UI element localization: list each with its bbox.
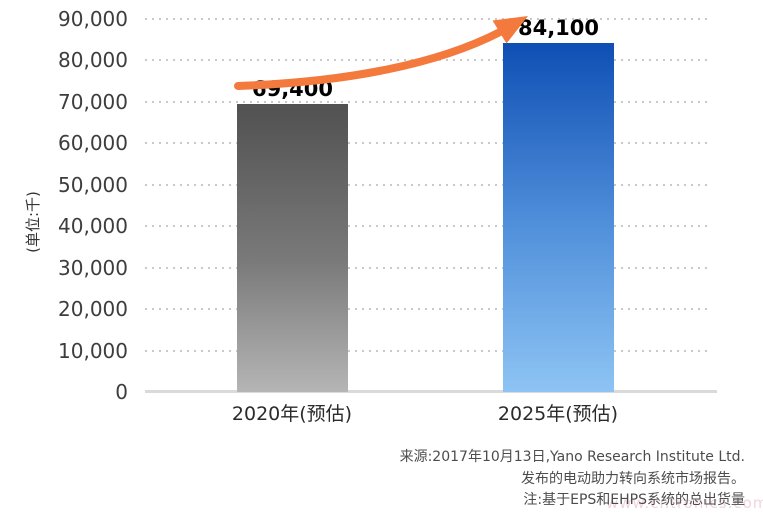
y-axis-tick-label: 30,000 [58, 255, 128, 280]
source-line-1: 来源:2017年10月13日,Yano Research Institute L… [399, 449, 745, 465]
bar-value-label-2025: 84,100 [517, 16, 600, 40]
gridline [145, 100, 710, 103]
x-axis-label-2020: 2020年(预估) [231, 403, 353, 425]
gridline [145, 183, 710, 186]
gridline [145, 225, 710, 228]
y-axis-tick-label: 90,000 [58, 7, 128, 31]
bar-2020: 69,400 [237, 77, 348, 392]
note-line: 注:基于EPS和EHPS系统的总出货量 [523, 492, 745, 508]
source-line-2: 发布的电动助力转向系统市场报告。 [521, 470, 745, 487]
x-axis-label-2025: 2025年(预估) [497, 403, 619, 425]
y-axis-tick-label: 40,000 [58, 214, 128, 239]
growth-arrow-icon [234, 16, 528, 90]
y-axis-tick-label: 50,000 [58, 172, 128, 197]
gridline [145, 308, 710, 311]
y-axis-tick-label: 80,000 [58, 48, 128, 73]
gridline [145, 18, 710, 20]
source-note-text: 来源:2017年10月13日,Yano Research Institute L… [400, 447, 745, 512]
bar-rect-2025 [503, 43, 614, 392]
gridline [145, 266, 710, 269]
bar-2025: 84,100 [503, 16, 614, 392]
y-axis-tick-label: 0 [115, 380, 128, 404]
x-axis-line [145, 390, 717, 393]
y-axis-tick-label: 10,000 [58, 338, 128, 363]
y-axis-tick-label: 20,000 [58, 297, 128, 322]
watermark: www.cntronics.com [606, 494, 763, 512]
y-axis-tick-label: 60,000 [58, 131, 128, 156]
gridline [145, 349, 710, 352]
gridline [145, 142, 710, 145]
y-axis-tick-label: 70,000 [58, 89, 128, 114]
bar-rect-2020 [237, 104, 348, 392]
